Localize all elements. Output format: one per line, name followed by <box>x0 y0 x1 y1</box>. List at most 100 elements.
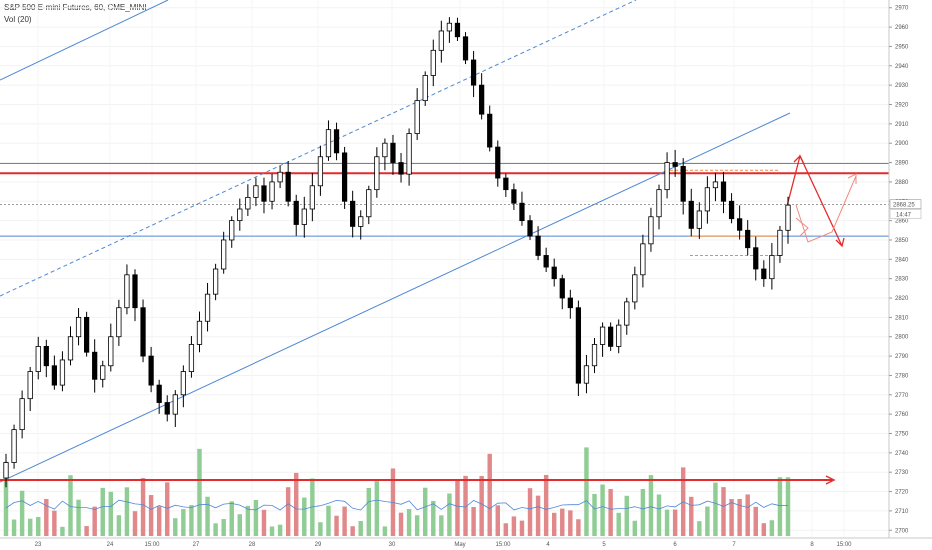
volume-bar <box>697 521 702 536</box>
volume-indicator-label: Vol (20) <box>4 15 32 24</box>
candle-body <box>761 268 767 280</box>
volume-bar <box>447 493 452 536</box>
volume-bar <box>463 475 468 536</box>
volume-bar <box>285 487 291 536</box>
projection-arrow-light <box>795 175 857 243</box>
candle-body <box>124 274 130 309</box>
volume-bar <box>132 511 138 536</box>
candle-body <box>785 204 791 231</box>
y-tick-label: 2830 <box>895 277 909 283</box>
y-tick-label: 2700 <box>895 528 909 534</box>
candle-body <box>27 371 33 400</box>
volume-bar <box>221 519 226 536</box>
drawings[interactable] <box>0 0 889 485</box>
y-tick-label: 2840 <box>895 257 909 263</box>
candle-body <box>470 59 477 86</box>
candle-body <box>261 185 267 202</box>
candle-body <box>527 220 533 237</box>
volume-bar <box>3 461 9 536</box>
volume-bar <box>124 487 130 536</box>
volume-bar <box>519 520 525 536</box>
candle-body <box>108 336 114 367</box>
volume-bar <box>237 514 243 536</box>
volume-bar <box>584 447 589 536</box>
volume-bar <box>213 523 218 536</box>
volume-bar <box>439 515 444 536</box>
candle-body <box>640 243 646 276</box>
x-tick-label: 6 <box>673 542 677 548</box>
y-tick-label: 2820 <box>895 296 909 302</box>
candle-body <box>164 402 170 415</box>
y-tick-label: 2760 <box>895 412 909 418</box>
volume-bar <box>342 506 347 536</box>
volume-bar <box>52 510 57 536</box>
candle-body <box>301 208 307 225</box>
candle-body <box>559 278 565 299</box>
candle-body <box>438 30 444 51</box>
candle-body <box>720 181 727 202</box>
candle-body <box>696 210 702 229</box>
y-tick-label: 2900 <box>895 141 909 147</box>
candle-body <box>229 220 235 241</box>
volume-bar <box>100 487 105 536</box>
volume-bar <box>277 524 283 536</box>
x-tick-label: 15:00 <box>495 542 511 548</box>
candle-body <box>212 268 219 295</box>
y-tick-label: 2910 <box>895 122 909 128</box>
candle-body <box>535 235 541 256</box>
x-tick-label: 27 <box>193 542 200 548</box>
y-tick-label: 2790 <box>895 354 909 360</box>
volume-bar <box>535 495 541 536</box>
volume-bar <box>269 526 275 536</box>
candle-body <box>728 200 735 220</box>
candle-body <box>269 181 275 202</box>
volume-bar <box>471 506 476 536</box>
candle-body <box>745 229 751 249</box>
y-tick-label: 2740 <box>895 451 909 457</box>
x-tick-label: 15:00 <box>144 542 160 548</box>
x-tick-label: 8 <box>810 542 814 548</box>
candle-body <box>221 239 227 270</box>
y-tick-label: 2860 <box>895 219 909 225</box>
candle-body <box>487 113 493 148</box>
volume-bar <box>406 509 412 536</box>
volume-bar <box>656 494 662 536</box>
time-axis[interactable]: 23 24 15:00 27 28 29 30 May 15:00 4 5 6 7 8 15:00 <box>0 537 932 548</box>
candle-body <box>648 216 654 245</box>
volume-bar <box>68 475 73 536</box>
candle-body <box>511 189 517 204</box>
price-axis[interactable]: 2700 2710 2720 2730 2740 2750 2760 2770 2780 2790… <box>888 0 922 538</box>
candle-body <box>75 316 82 338</box>
candle-body <box>358 216 364 227</box>
x-tick-label: 15:00 <box>836 542 852 548</box>
volume-bar <box>382 526 388 536</box>
volume-bar <box>648 475 654 536</box>
arrow-head <box>835 237 845 248</box>
y-tick-label: 2930 <box>895 83 909 89</box>
candles <box>3 17 791 488</box>
volume-bar <box>27 518 33 536</box>
volume-bar <box>616 512 621 536</box>
volume-bar <box>398 512 404 536</box>
candle-body <box>503 177 509 191</box>
volume-bar <box>148 495 154 536</box>
lower-channel-line <box>0 112 791 483</box>
volume-bar <box>729 498 734 536</box>
upper-channel-line <box>0 0 169 81</box>
volume-bar <box>358 521 363 536</box>
volume-bar <box>713 482 718 536</box>
volume-bar <box>108 491 114 536</box>
volume-bar <box>672 509 678 536</box>
volume-bar <box>576 519 581 536</box>
volume-bar <box>761 523 767 536</box>
candle-body <box>398 162 404 175</box>
candle-body <box>172 394 178 415</box>
y-tick-label: 2750 <box>895 431 909 437</box>
candle-body <box>180 371 186 396</box>
candle-body <box>769 255 775 280</box>
arrow-head <box>847 173 857 184</box>
candle-body <box>237 208 243 222</box>
candle-body <box>712 181 719 189</box>
volume-bar <box>205 496 210 536</box>
